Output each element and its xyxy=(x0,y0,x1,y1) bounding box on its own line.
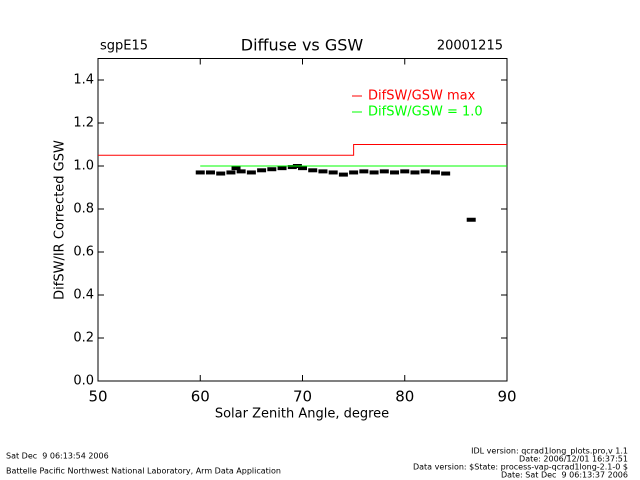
x-tick-label: 60 xyxy=(191,388,210,406)
scatter-point xyxy=(287,165,297,170)
scatter-point xyxy=(359,169,369,174)
scatter-point xyxy=(231,166,241,171)
scatter-point xyxy=(257,168,267,173)
scatter-point xyxy=(441,171,451,176)
scatter-point xyxy=(246,170,256,175)
x-tick-label: 80 xyxy=(395,388,414,406)
footer-run-date: Sat Dec 9 06:13:54 2006 xyxy=(6,452,109,461)
scatter-point xyxy=(349,170,359,175)
footer-idl-date: Date: 2006/12/01 16:37:51 xyxy=(519,455,628,464)
y-tick-label: 0.8 xyxy=(73,202,94,217)
scatter-point xyxy=(205,170,215,175)
scatter-point xyxy=(369,170,379,175)
scatter-point xyxy=(466,217,476,222)
chart-title: Diffuse vs GSW xyxy=(241,36,364,55)
scatter-point xyxy=(277,166,287,171)
scatter-point xyxy=(318,169,328,174)
scatter-point xyxy=(420,169,430,174)
footer-organization: Battelle Pacific Northwest National Labo… xyxy=(6,467,281,476)
footer-data-version: Data version: $State: process-vap-qcrad1… xyxy=(413,463,628,472)
y-tick-label: 0.6 xyxy=(73,245,94,260)
x-tick-label: 70 xyxy=(293,388,312,406)
scatter-point xyxy=(390,170,400,175)
x-axis-label: Solar Zenith Angle, degree xyxy=(215,407,389,422)
scatter-point xyxy=(308,168,318,173)
scatter-point xyxy=(236,169,246,174)
y-tick-label: 0.2 xyxy=(73,331,94,346)
y-tick-label: 1.0 xyxy=(73,159,94,174)
scatter-point xyxy=(267,167,277,172)
scatter-point xyxy=(430,170,440,175)
legend-label: DifSW/GSW = 1.0 xyxy=(368,105,483,120)
footer-idl-version: IDL version: qcrad1long_plots.pro,v 1.1 xyxy=(471,447,628,456)
x-tick-label: 90 xyxy=(497,388,516,406)
scatter-point xyxy=(338,172,348,177)
site-label: sgpE15 xyxy=(100,39,148,54)
reference-line xyxy=(98,144,507,156)
scatter-point xyxy=(226,170,236,175)
scatter-point xyxy=(328,170,338,175)
scatter-point xyxy=(379,169,389,174)
scatter-point xyxy=(410,170,420,175)
footer-data-date: Date: Sat Dec 9 06:13:37 2006 xyxy=(501,471,628,480)
scatter-point xyxy=(400,169,410,174)
legend-label: DifSW/GSW max xyxy=(368,89,476,104)
y-tick-label: 1.4 xyxy=(73,73,94,88)
scatter-point xyxy=(216,171,226,176)
y-tick-label: 0.4 xyxy=(73,288,94,303)
y-tick-label: 0.0 xyxy=(73,374,94,389)
y-tick-label: 1.2 xyxy=(73,116,94,131)
y-axis-label: DifSW/IR Corrected GSW xyxy=(53,140,68,300)
scatter-point xyxy=(195,170,205,175)
scatter-point xyxy=(298,166,307,171)
date-label: 20001215 xyxy=(437,39,503,54)
x-tick-label: 50 xyxy=(88,388,107,406)
